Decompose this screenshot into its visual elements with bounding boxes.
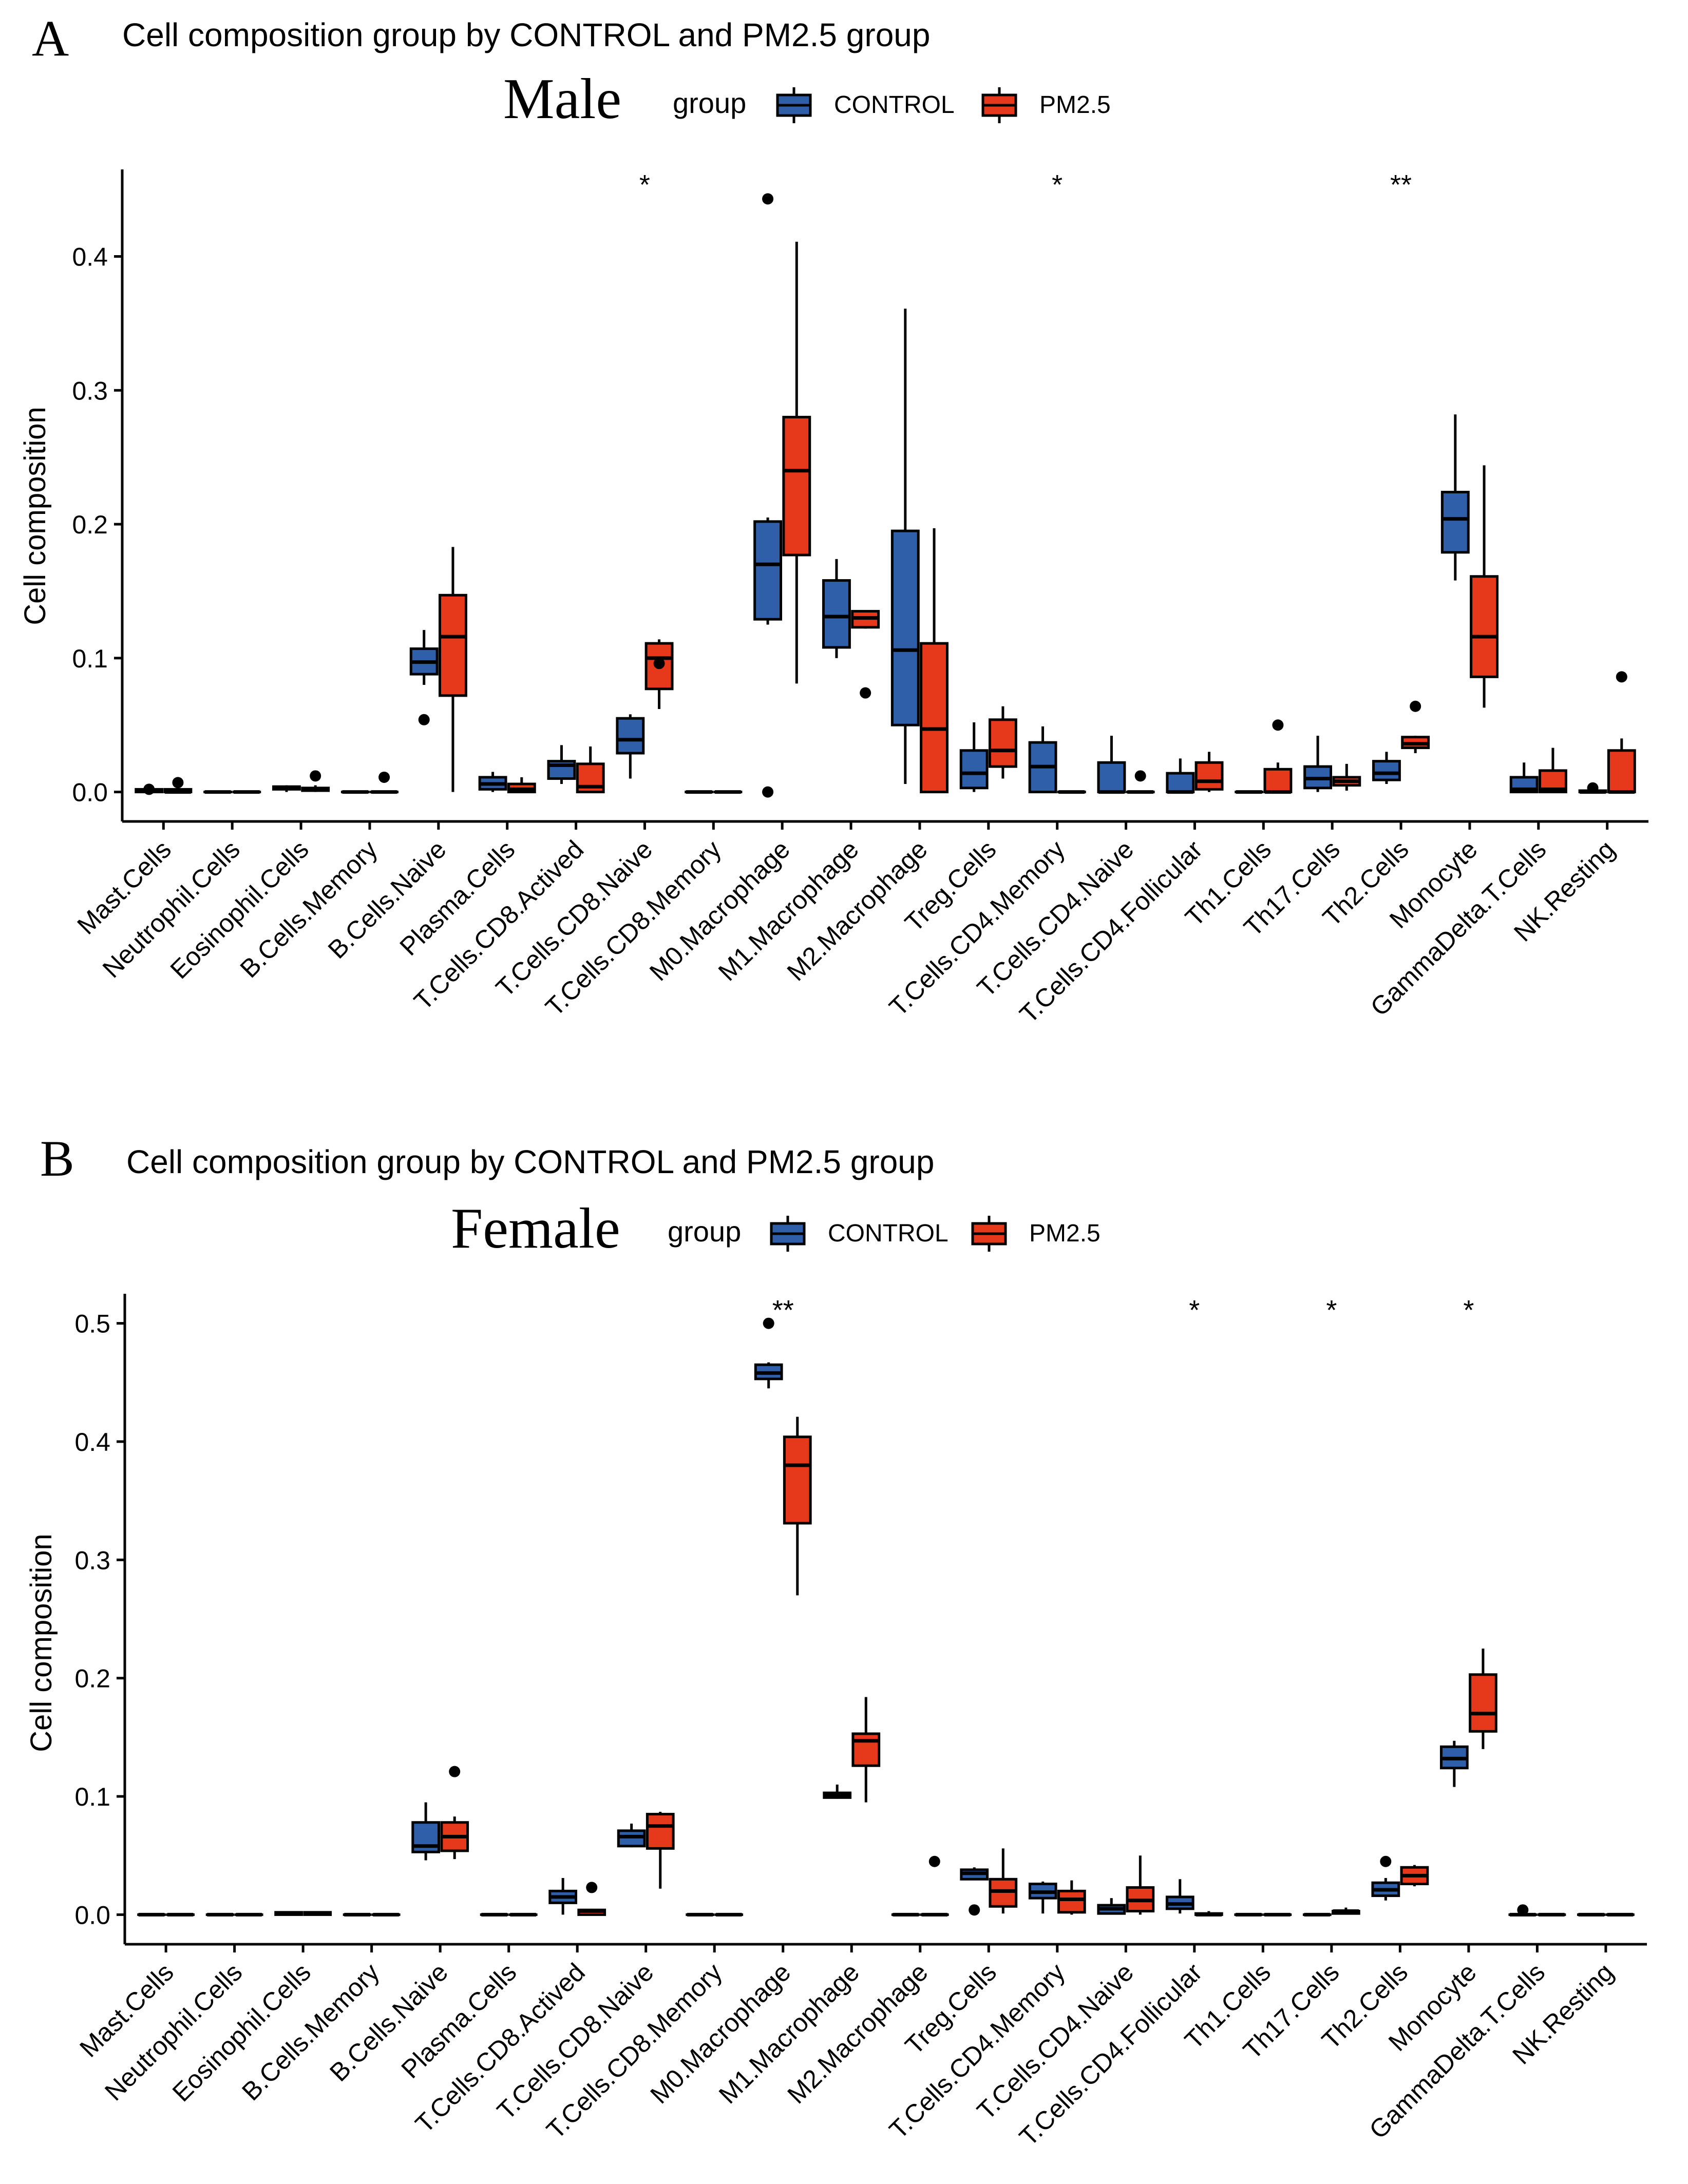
panel-a-legend: group CONTROL PM2.5	[673, 87, 1111, 123]
panel-a-legend-title: group	[673, 87, 746, 119]
y-tick-label: 0.2	[72, 510, 108, 539]
outlier-point	[762, 193, 774, 205]
box-pm25	[1469, 1673, 1497, 1733]
panel-a-subtitle: Male	[503, 67, 621, 131]
outlier-point	[969, 1904, 980, 1916]
outlier-point	[763, 1317, 774, 1329]
outlier-point	[418, 714, 430, 725]
y-tick-label: 0.4	[72, 243, 108, 272]
box-pm25	[1470, 575, 1499, 678]
box-control	[753, 520, 783, 621]
panel-b-subtitle: Female	[451, 1197, 620, 1260]
y-tick-label: 0.3	[74, 1546, 110, 1575]
outlier-point	[1272, 719, 1284, 731]
panel-a-title: Cell composition group by CONTROL and PM…	[122, 16, 930, 53]
outlier-point	[378, 771, 390, 783]
outlier-point	[586, 1882, 598, 1893]
box-pm25	[783, 1435, 812, 1525]
significance-marker: **	[1390, 169, 1412, 200]
outlier-point	[449, 1766, 461, 1777]
significance-marker: *	[1052, 169, 1063, 200]
box-pm25	[851, 1732, 881, 1767]
panel-b-ylabel: Cell composition	[25, 1534, 58, 1752]
box-control	[1097, 761, 1126, 794]
outlier-point	[1517, 1904, 1529, 1916]
box-pm25	[1607, 749, 1636, 794]
outlier-point	[1134, 770, 1146, 782]
panel-b-legend: group CONTROL PM2.5	[668, 1215, 1101, 1252]
box-pm25	[1057, 1889, 1086, 1914]
panel-b-label: B	[40, 1130, 74, 1187]
panel-a-label: A	[32, 10, 69, 67]
significance-marker: *	[639, 169, 650, 200]
box-pm25	[646, 1813, 675, 1850]
y-tick-label: 0.1	[74, 1783, 110, 1811]
box-pm25	[782, 415, 811, 557]
box-control	[1372, 760, 1401, 781]
outlier-point	[1410, 700, 1421, 712]
y-tick-label: 0.5	[74, 1310, 110, 1338]
box-pm25	[644, 642, 674, 691]
box-pm25	[1194, 761, 1224, 791]
box-control	[890, 529, 920, 726]
panel-a-legend-pm25: PM2.5	[1039, 91, 1111, 119]
y-tick-label: 0.3	[72, 376, 108, 405]
outlier-point	[762, 786, 774, 798]
outlier-point	[653, 658, 665, 669]
panel-b-legend-title: group	[668, 1215, 741, 1248]
box-control	[616, 717, 645, 755]
outlier-point	[1587, 782, 1599, 794]
significance-marker: *	[1189, 1295, 1200, 1326]
y-tick-label: 0.0	[72, 778, 108, 807]
outlier-point	[172, 777, 184, 789]
panel-b-legend-pm25: PM2.5	[1029, 1220, 1101, 1247]
box-pm25	[988, 718, 1017, 768]
significance-marker: **	[772, 1295, 794, 1326]
outlier-point	[860, 687, 871, 699]
y-tick-label: 0.1	[72, 644, 108, 673]
panel-b-title: Cell composition group by CONTROL and PM…	[126, 1143, 934, 1180]
outlier-point	[143, 783, 155, 795]
outlier-point	[310, 770, 321, 782]
y-tick-label: 0.4	[74, 1428, 110, 1457]
box-control	[822, 579, 851, 649]
box-pm25	[438, 593, 467, 697]
outlier-point	[928, 1855, 940, 1867]
outlier-point	[1616, 671, 1627, 683]
y-tick-label: 0.0	[74, 1901, 110, 1929]
significance-marker: *	[1326, 1295, 1337, 1326]
box-control	[1166, 772, 1195, 794]
panel-a-legend-control: CONTROL	[834, 91, 955, 119]
box-pm25	[1263, 768, 1293, 794]
panel-b-legend-control: CONTROL	[828, 1220, 949, 1247]
box-control	[1440, 490, 1470, 554]
box-control	[959, 749, 989, 790]
significance-marker: *	[1463, 1295, 1474, 1326]
y-tick-label: 0.2	[74, 1664, 110, 1693]
panel-a-ylabel: Cell composition	[18, 407, 52, 625]
box-pm25	[920, 642, 949, 794]
outlier-point	[1380, 1855, 1392, 1867]
